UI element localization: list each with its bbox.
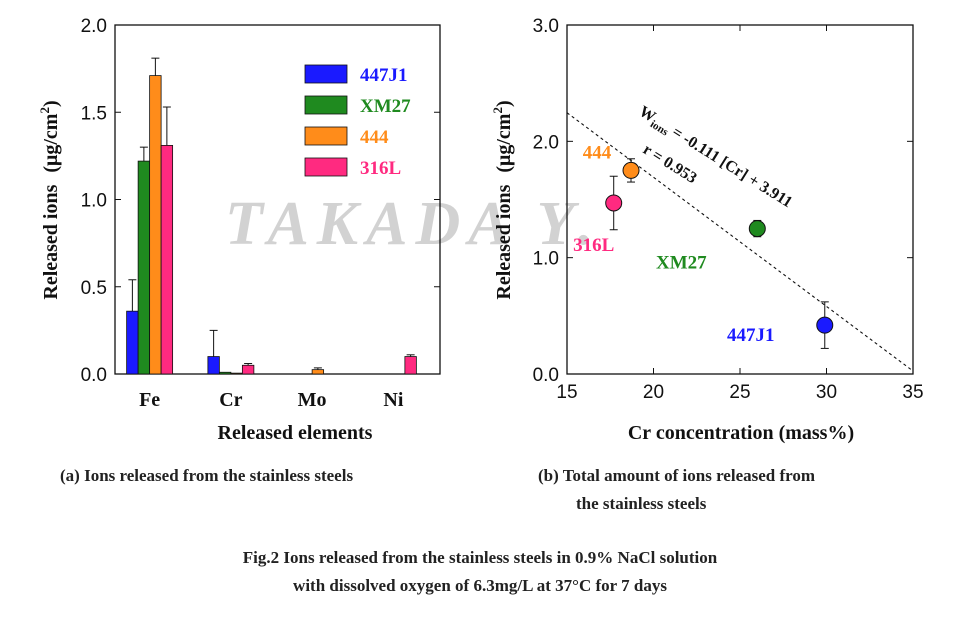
scatter-point-XM27	[748, 220, 766, 238]
scatter-y-tick-label: 3.0	[533, 16, 559, 37]
scatter-label-447J1: 447J1	[727, 325, 775, 346]
bar-x-axis-title: Released elements	[218, 422, 373, 444]
scatter-y-tick-label: 2.0	[533, 132, 559, 153]
bar-XM27-Fe	[137, 160, 151, 375]
caption-a: (a) Ions released from the stainless ste…	[60, 466, 354, 485]
scatter-x-tick-label: 35	[902, 382, 923, 403]
legend-label-447J1: 447J1	[360, 65, 408, 86]
legend-label-316L: 316L	[360, 158, 401, 179]
scatter-y-tick-label: 1.0	[533, 249, 559, 270]
bar-XM27-Cr	[218, 371, 232, 375]
caption-b-line2: the stainless steels	[576, 494, 707, 513]
figure-caption-line1: Fig.2 Ions released from the stainless s…	[242, 548, 718, 567]
legend-swatch-447J1	[304, 64, 348, 84]
scatter-x-tick-label: 25	[729, 382, 750, 403]
scatter-y-ticks: 0.0 1.0 2.0 3.0	[533, 16, 913, 386]
watermark: TAKADA Y.	[225, 190, 601, 258]
scatter-label-316L: 316L	[573, 235, 614, 256]
scatter-x-tick-label: 30	[816, 382, 837, 403]
bar-444-Mo	[311, 369, 325, 375]
scatter-x-tick-label: 15	[556, 382, 577, 403]
scatter-y-tick-label: 0.0	[533, 365, 559, 386]
legend-swatch-316L	[304, 157, 348, 177]
bar-444-Cr	[230, 372, 243, 375]
scatter-y-axis-title: Released ions(μg/cm2)	[490, 100, 515, 299]
caption-b-line1: (b) Total amount of ions released from	[538, 466, 816, 485]
bar-y-ticks: 0.0 0.5 1.0 1.5 2.0	[81, 16, 440, 386]
bar-category-label: Cr	[219, 389, 242, 411]
scatter-point-444	[622, 161, 640, 179]
scatter-point-316L	[605, 194, 623, 212]
scatter-point-447J1	[816, 316, 834, 334]
scatter-label-XM27: XM27	[656, 253, 707, 274]
bar-legend: 447J1 XM27 444 316L	[304, 64, 411, 179]
scatter-points-group: 444 316L XM27 447J1	[573, 142, 834, 349]
bar-y-axis-title: Released ions(μg/cm2)	[37, 100, 62, 299]
bar-category-labels: Fe Cr Mo Ni	[139, 389, 404, 411]
bar-series-group	[126, 57, 417, 375]
scatter-x-ticks: 15 20 25 30 35	[556, 25, 924, 403]
bar-category-label: Ni	[383, 389, 403, 411]
legend-label-XM27: XM27	[360, 96, 411, 117]
bar-316L-Ni	[404, 356, 417, 375]
legend-swatch-XM27	[304, 95, 348, 115]
bar-316L-Cr	[241, 364, 255, 375]
bar-category-label: Fe	[139, 389, 160, 411]
bar-y-tick-label: 1.5	[81, 103, 107, 124]
bar-447J1-Cr	[207, 356, 220, 375]
scatter-x-tick-label: 20	[643, 382, 664, 403]
scatter-label-444: 444	[583, 142, 612, 163]
bar-447J1-Fe	[126, 310, 139, 375]
bar-y-tick-label: 0.5	[81, 278, 107, 299]
legend-swatch-444	[304, 126, 348, 146]
bar-y-tick-label: 2.0	[81, 16, 107, 37]
bar-y-tick-label: 1.0	[81, 191, 107, 212]
bar-category-label: Mo	[298, 389, 327, 411]
scatter-x-axis-title: Cr concentration (mass%)	[628, 422, 854, 444]
bar-444-Fe	[149, 75, 162, 375]
bar-y-tick-label: 0.0	[81, 365, 107, 386]
legend-label-444: 444	[360, 127, 389, 148]
bar-316L-Fe	[160, 145, 174, 375]
figure-caption-line2: with dissolved oxygen of 6.3mg/L at 37°C…	[293, 576, 667, 595]
